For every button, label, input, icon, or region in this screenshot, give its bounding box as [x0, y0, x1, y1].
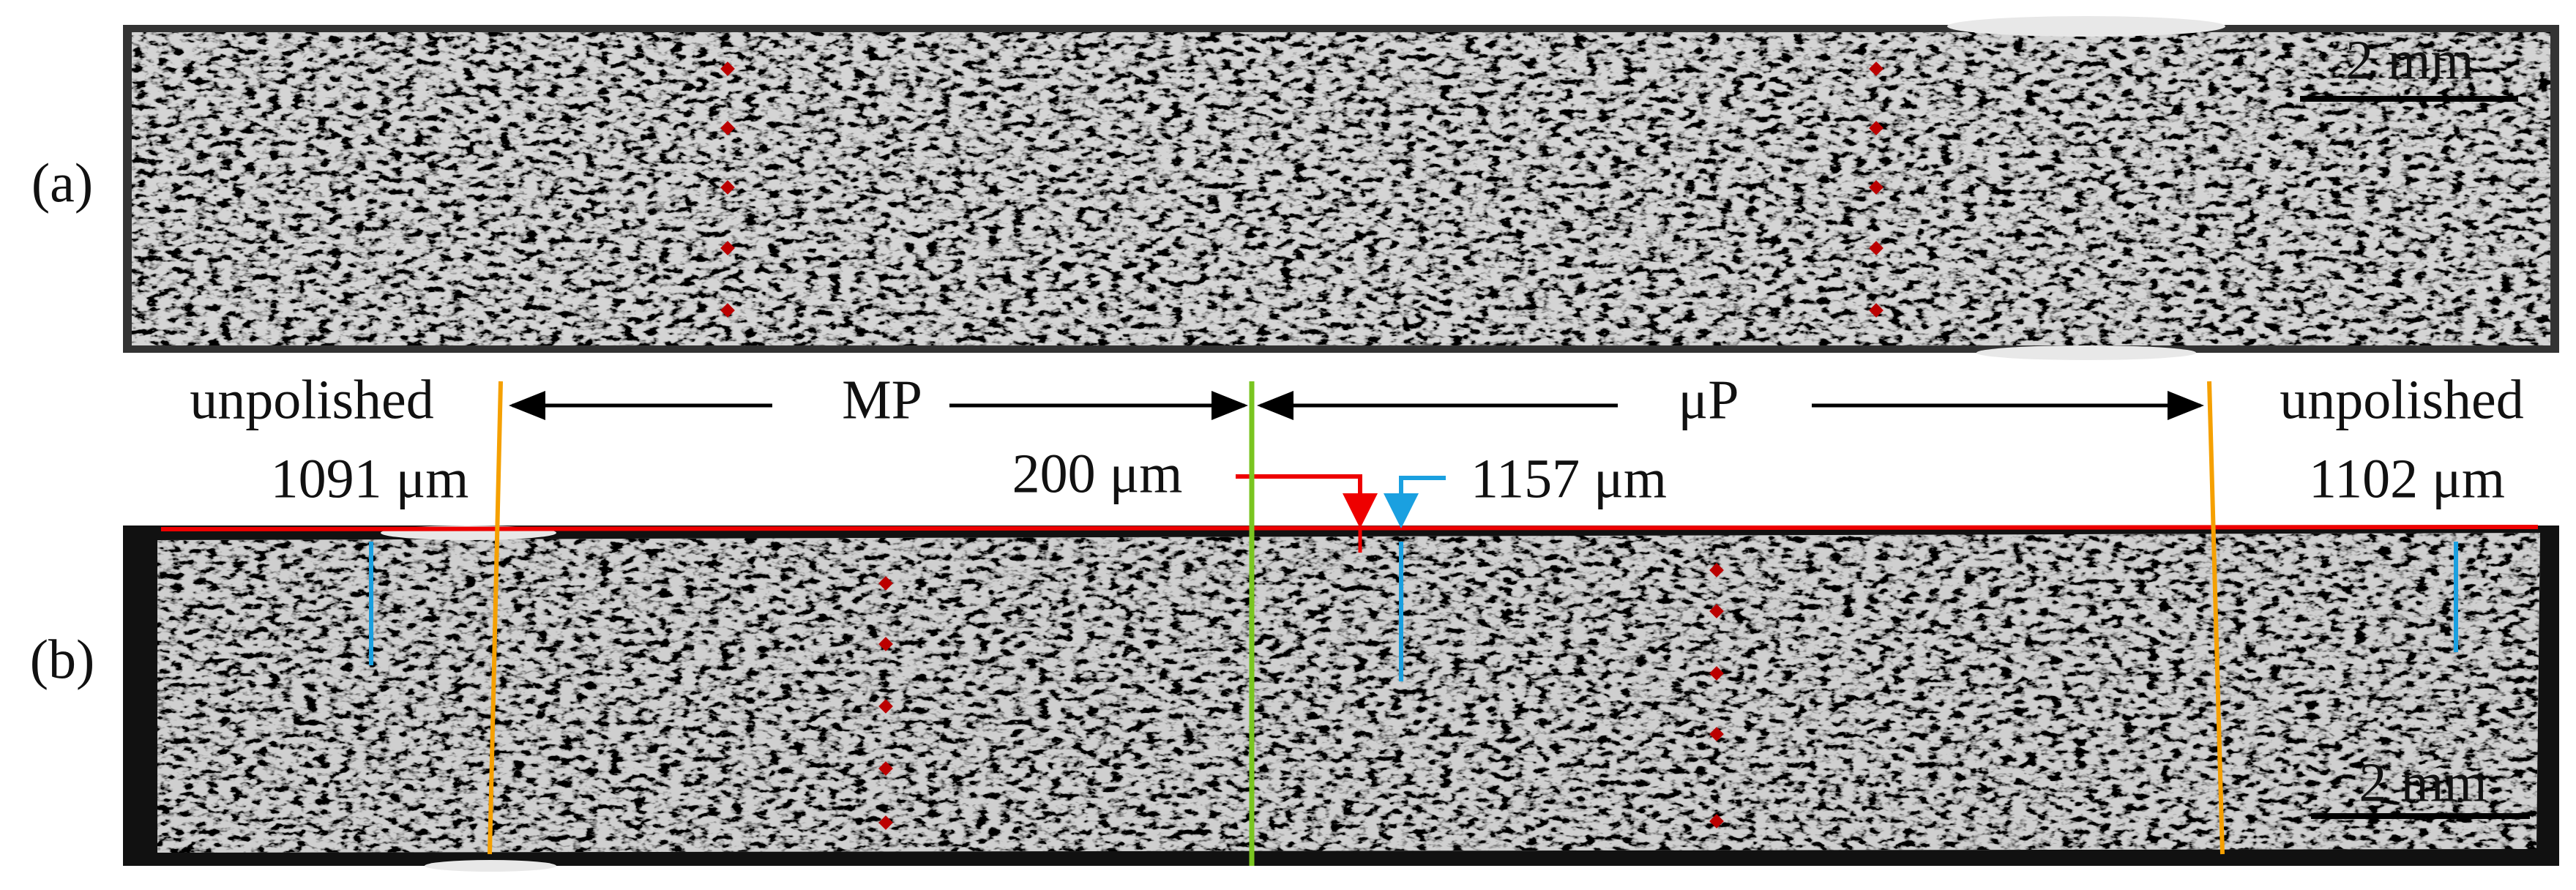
reference-line: [160, 525, 2539, 531]
region-label: μP: [1678, 369, 1739, 430]
thickness-arrow: [1384, 476, 1446, 528]
measurement-label: 200 μm: [1012, 443, 1183, 504]
region-label: MP: [842, 369, 922, 430]
boundary-line: [2207, 381, 2225, 855]
artifact: [1976, 345, 2196, 360]
offset-arrow: [1236, 474, 1378, 528]
scale-bar-label: 2 mm: [2359, 752, 2487, 813]
artifact: [425, 860, 556, 872]
boundary-line: [488, 381, 503, 855]
micrograph: [132, 32, 2550, 345]
measurement-label: 1157 μm: [1471, 448, 1667, 509]
region-label: unpolished: [190, 369, 434, 430]
panel-label: (a): [31, 152, 93, 214]
measurement-label: 1102 μm: [2309, 448, 2505, 509]
region-label: unpolished: [2280, 369, 2524, 430]
measurement-label: 1091 μm: [271, 448, 469, 509]
artifact: [1947, 16, 2225, 37]
panel-label: (b): [30, 629, 95, 690]
indent-markers: [878, 563, 1724, 830]
scale-bar-label: 2 mm: [2345, 29, 2474, 91]
micrograph: [157, 533, 2540, 853]
